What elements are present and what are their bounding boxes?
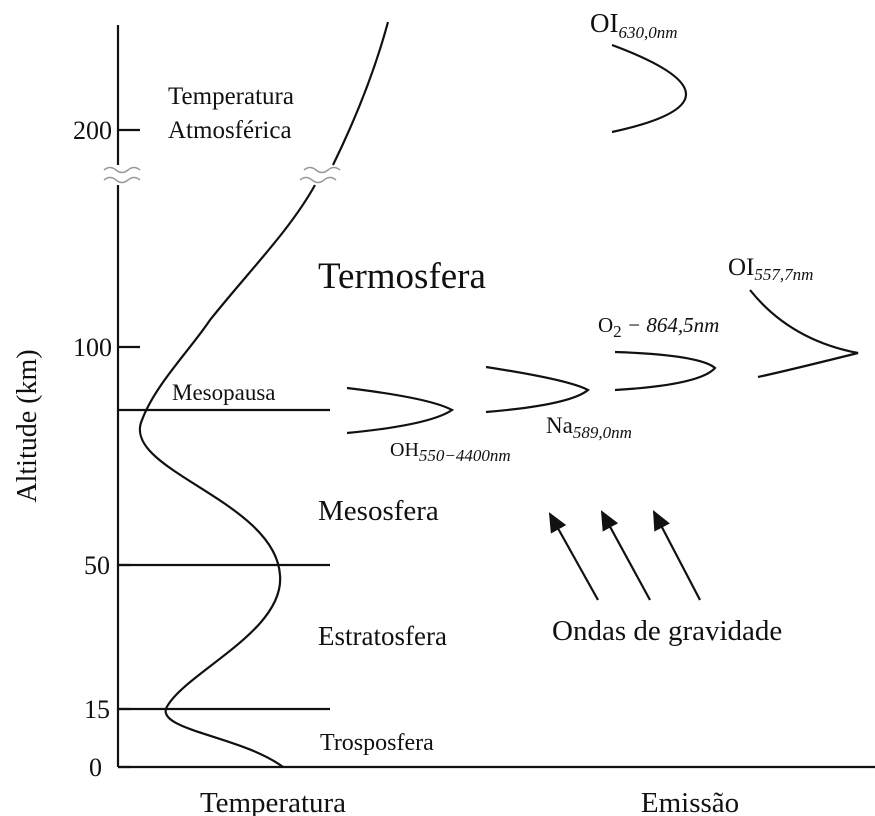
temperature-label: Atmosférica: [168, 117, 292, 144]
tick-label: 200: [73, 116, 112, 145]
bottom-label: Temperatura: [200, 787, 346, 816]
emission-label: OH550−4400nm: [390, 439, 511, 465]
break-mark: [103, 166, 141, 184]
temperature-label: Temperatura: [168, 83, 294, 110]
tick-label: 100: [73, 333, 112, 362]
tick-label: 0: [89, 753, 102, 782]
emission-label: OI557,7nm: [728, 254, 813, 284]
boundary-label: Mesopausa: [172, 380, 275, 405]
emission-curve: [611, 43, 688, 134]
layer-label: Mesosfera: [318, 495, 439, 527]
bottom-label: Emissão: [641, 787, 739, 816]
temperature-curve: [138, 184, 316, 768]
emission-label: O2 − 864,5nm: [598, 313, 719, 341]
tick-label: 15: [84, 695, 110, 724]
axis-break: [108, 165, 130, 185]
emission-label: Na589,0nm: [546, 413, 632, 442]
emission-curve: [485, 365, 590, 414]
emission-curve: [749, 289, 859, 379]
emission-curve: [614, 350, 717, 392]
break-mark: [299, 166, 341, 184]
emission-label: OI630,0nm: [590, 8, 678, 42]
tick-label: 50: [84, 551, 110, 580]
layer-label: Estratosfera: [318, 621, 447, 651]
wave-arrow: [652, 510, 701, 601]
emission-curve: [346, 386, 455, 435]
wave-arrow: [600, 510, 651, 601]
layer-label: Trosposfera: [320, 730, 434, 756]
temperature-curve: [332, 21, 390, 166]
layer-label: Termosfera: [318, 256, 486, 297]
wave-arrow: [548, 512, 599, 601]
axis-label: Altitude (km): [12, 349, 43, 502]
waves-label: Ondas de gravidade: [552, 615, 782, 647]
